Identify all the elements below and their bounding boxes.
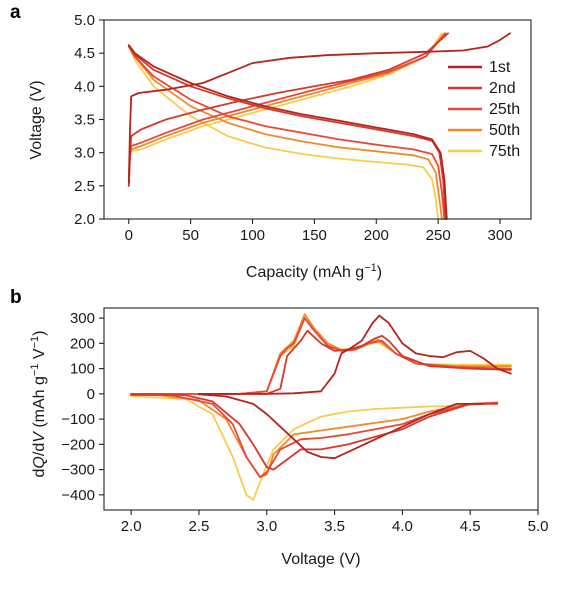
panel-b-ytick-label: −400 <box>61 487 95 504</box>
panel-a-ytick-label: 3.5 <box>74 112 95 129</box>
panel-b-curve-2nd-discharge <box>130 393 499 471</box>
panel-a-xtick-label: 100 <box>240 227 265 244</box>
panel-a-curves <box>127 32 511 220</box>
panel-a-legend: 1st 2nd 25th 50th 75th <box>448 59 520 160</box>
panel-a-ticks: 0 50 100 150 200 250 300 2.0 2.5 3.0 3.5 4.0 4.5 5.0 <box>74 12 512 244</box>
panel-a-chart: a 0 50 100 150 200 250 300 2.0 2.5 3.0 3.5 4.0 4.5 5.… <box>10 2 532 281</box>
panel-b-xtick-label: 4.5 <box>460 518 481 535</box>
panel-a-xtick-label: 50 <box>182 227 199 244</box>
panel-b-xtick-label: 3.0 <box>256 518 277 535</box>
panel-a-ytick-label: 2.0 <box>74 211 95 228</box>
panel-b-xlabel: Voltage (V) <box>281 551 360 568</box>
legend-label-50th: 50th <box>489 122 520 139</box>
panel-b-ticks: 2.0 2.5 3.0 3.5 4.0 4.5 5.0 −400 −300 −200 −100 0 10… <box>61 310 548 535</box>
panel-b-curve-25th-charge <box>130 317 512 395</box>
panel-b-curve-50th-discharge <box>130 394 499 479</box>
panel-a-ytick-label: 4.0 <box>74 78 95 95</box>
panel-a-curve-25th-charge <box>127 32 447 187</box>
panel-a-xtick-label: 200 <box>364 227 389 244</box>
panel-a-curve-50th-charge <box>127 32 446 181</box>
panel-a-ytick-label: 4.5 <box>74 45 95 62</box>
panel-a-ytick-label: 2.5 <box>74 178 95 195</box>
panel-b-curve-1st-discharge <box>198 393 485 460</box>
panel-b-plot-frame <box>103 307 539 511</box>
panel-a-xtick-label: 150 <box>302 227 327 244</box>
panel-a-curve-25th-discharge <box>127 45 446 220</box>
panel-b-curve-25th-discharge <box>130 394 499 479</box>
panel-b-curves <box>130 313 512 501</box>
legend-label-1st: 1st <box>489 59 511 76</box>
panel-a-curve-1st-charge <box>127 32 511 184</box>
panel-a-curve-50th-discharge <box>127 45 443 220</box>
panel-b-curve-1st-charge <box>198 314 512 395</box>
panel-b-curve-75th-discharge <box>130 395 499 501</box>
panel-b-ytick-label: −100 <box>61 411 95 428</box>
panel-a-ylabel: Voltage (V) <box>28 80 45 159</box>
panel-b-ytick-label: 200 <box>70 335 95 352</box>
panel-b-ytick-label: 0 <box>87 386 95 403</box>
panel-a-curve-2nd-discharge <box>127 44 447 220</box>
panel-b-ytick-label: −300 <box>61 462 95 479</box>
panel-a-ytick-label: 5.0 <box>74 12 95 29</box>
panel-b-xtick-label: 3.5 <box>324 518 345 535</box>
panel-b-curve-2nd-charge <box>198 329 512 395</box>
panel-b-xtick-label: 4.0 <box>392 518 413 535</box>
legend-label-25th: 25th <box>489 101 520 118</box>
panel-b-xtick-label: 5.0 <box>528 518 549 535</box>
panel-a-label: a <box>10 2 21 23</box>
panel-a-curve-1st-discharge <box>127 44 448 220</box>
panel-b-xtick-label: 2.5 <box>189 518 210 535</box>
legend-label-2nd: 2nd <box>489 80 516 97</box>
panel-a-xtick-label: 300 <box>488 227 513 244</box>
panel-a-ytick-label: 3.0 <box>74 145 95 162</box>
panel-a-xlabel: Capacity (mAh g−1) <box>246 262 382 281</box>
panel-b-curve-75th-charge <box>130 317 512 395</box>
panel-b-ylabel: dQ/dV (mAh g−1 V−1) <box>29 331 48 478</box>
panel-a-xtick-label: 250 <box>426 227 451 244</box>
panel-a-curve-2nd-charge <box>127 32 449 187</box>
panel-b-ytick-label: −200 <box>61 436 95 453</box>
panel-a-xtick-label: 0 <box>125 227 133 244</box>
legend-label-75th: 75th <box>489 143 520 160</box>
panel-b-label: b <box>10 287 22 308</box>
panel-b-chart: b 2.0 2.5 3.0 3.5 4.0 4.5 5.0 −400 −300 −200 −100 0… <box>10 287 548 568</box>
panel-b-xtick-label: 2.0 <box>121 518 142 535</box>
panel-b-ytick-label: 300 <box>70 310 95 327</box>
panel-b-ytick-label: 100 <box>70 361 95 378</box>
